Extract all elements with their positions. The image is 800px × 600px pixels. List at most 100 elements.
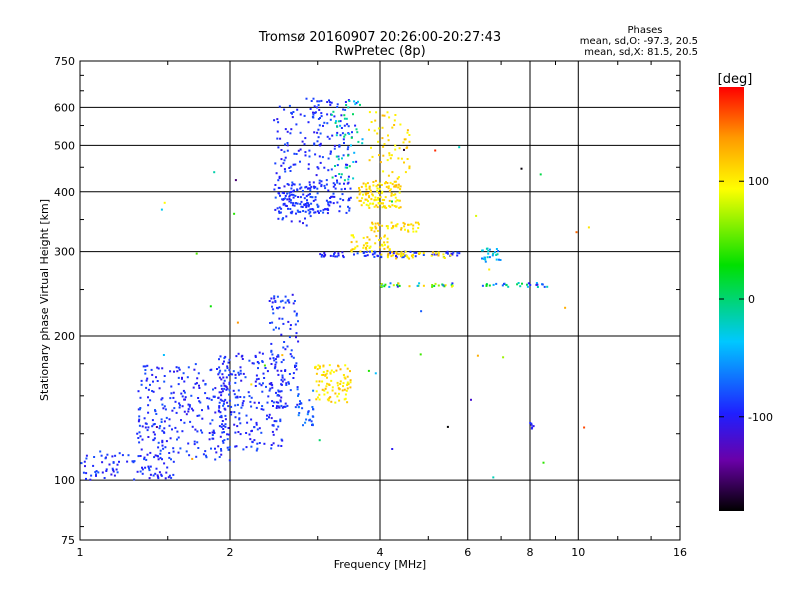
data-point (495, 248, 498, 250)
data-point (116, 471, 119, 474)
data-point (379, 196, 382, 199)
data-point (530, 427, 533, 430)
data-point (260, 431, 263, 434)
data-point (181, 405, 184, 408)
data-point (257, 362, 260, 365)
data-point (296, 403, 299, 406)
data-point (278, 177, 281, 180)
data-point (285, 205, 288, 207)
data-point (325, 385, 328, 388)
data-point (304, 154, 307, 157)
data-point (255, 378, 258, 381)
data-point (160, 421, 163, 423)
data-point (353, 100, 356, 103)
data-point (136, 470, 139, 473)
data-point (271, 386, 274, 389)
data-point (282, 198, 285, 201)
data-point (306, 187, 309, 190)
data-point (323, 393, 326, 396)
data-point (303, 114, 306, 117)
data-point (148, 467, 150, 470)
data-point (344, 108, 347, 111)
data-point (313, 105, 316, 108)
data-point (307, 167, 310, 170)
data-point (326, 113, 329, 116)
data-point (274, 365, 277, 368)
data-point (338, 173, 341, 175)
data-point (371, 223, 374, 226)
data-point (277, 425, 280, 428)
data-point (391, 126, 394, 129)
data-point (366, 192, 368, 195)
data-point (118, 452, 121, 455)
data-point (127, 454, 130, 457)
data-point (288, 195, 291, 198)
data-point (303, 204, 306, 207)
data-point (481, 257, 483, 260)
data-point (254, 356, 257, 358)
data-point (293, 310, 296, 313)
data-point (241, 402, 244, 405)
data-point (394, 144, 397, 147)
data-point (405, 147, 408, 149)
data-point (353, 253, 355, 256)
data-point (208, 397, 211, 400)
data-point (261, 361, 264, 363)
data-point (282, 346, 285, 349)
data-point (347, 146, 350, 149)
data-point (344, 377, 347, 380)
data-point (327, 201, 330, 204)
data-point (346, 387, 349, 390)
data-point (162, 447, 165, 450)
data-point (112, 469, 115, 471)
data-point (379, 161, 382, 164)
data-point (226, 401, 229, 404)
data-point (144, 365, 147, 368)
data-point (543, 285, 546, 288)
data-point (166, 466, 169, 469)
data-point (381, 190, 384, 193)
data-point (165, 440, 168, 443)
data-point (207, 407, 210, 410)
data-point (377, 127, 380, 130)
data-point (334, 175, 337, 177)
data-point (296, 108, 299, 111)
data-point (210, 447, 212, 450)
data-point (350, 144, 352, 147)
data-point (294, 323, 297, 326)
data-point (309, 189, 312, 192)
data-point (195, 252, 198, 255)
data-point (218, 406, 221, 409)
x-tick-label: 8 (527, 546, 534, 559)
data-point (376, 229, 379, 232)
data-point (169, 397, 172, 400)
data-point (227, 361, 230, 364)
data-point (192, 409, 195, 412)
data-point (391, 448, 394, 450)
data-point (312, 113, 315, 116)
data-point (339, 120, 342, 123)
data-point (258, 427, 261, 430)
data-point (336, 255, 339, 258)
data-point (384, 196, 387, 199)
data-point (306, 199, 308, 202)
data-point (486, 256, 489, 259)
data-point (333, 253, 335, 256)
data-point (374, 372, 377, 375)
data-point (539, 173, 542, 176)
data-point (228, 433, 230, 436)
data-point (237, 352, 240, 355)
data-point (303, 197, 306, 200)
data-point (284, 402, 287, 405)
data-point (288, 301, 291, 304)
data-point (516, 283, 519, 286)
data-point (396, 177, 399, 180)
data-point (364, 185, 367, 188)
data-point (520, 167, 523, 170)
data-point (348, 165, 351, 168)
data-point (160, 398, 163, 401)
data-point (277, 444, 280, 447)
data-point (323, 184, 326, 187)
data-point (345, 163, 347, 166)
data-point (164, 408, 167, 411)
